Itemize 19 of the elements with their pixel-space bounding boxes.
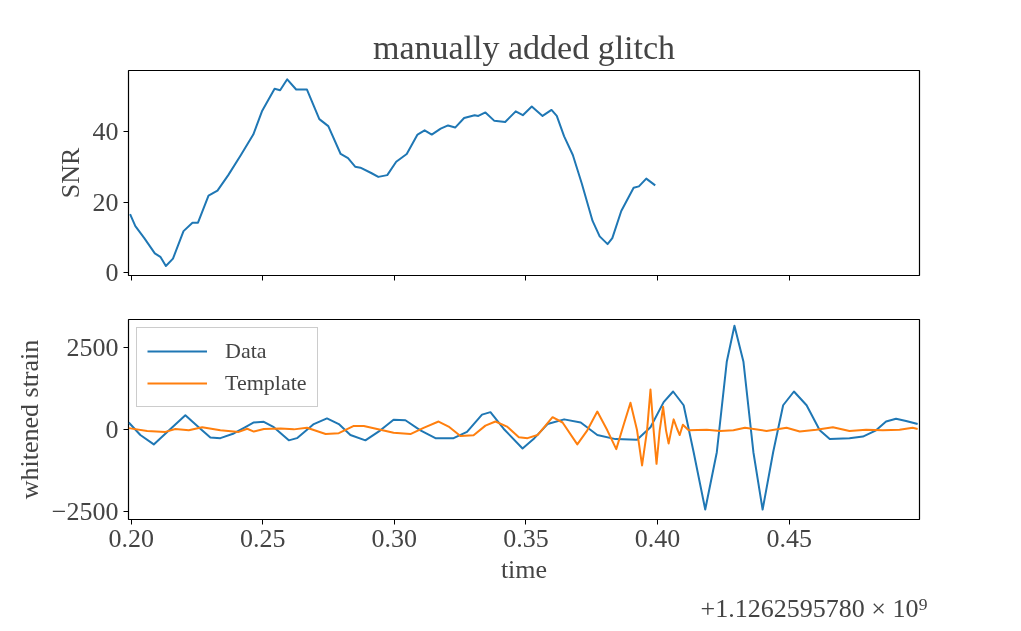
legend-label: Template: [225, 370, 307, 396]
y-tick-label: 40: [92, 117, 119, 147]
x-tick-label: 0.30: [371, 523, 418, 553]
x-tick-label: 0.45: [766, 523, 812, 553]
y-tick-label: 20: [92, 187, 119, 217]
y-tick-label: 0: [105, 415, 119, 445]
y-tick-label: 0: [105, 258, 119, 288]
x-tick-label: 0.25: [240, 523, 286, 553]
y-axis-title: SNR: [55, 147, 85, 199]
x-tick-label: 0.40: [634, 523, 681, 553]
chart-title: manually added glitch: [372, 28, 676, 66]
x-tick-label: 0.35: [503, 523, 549, 553]
y-axis-title: whitened strain: [14, 339, 44, 500]
y-tick-label: 2500: [66, 332, 119, 362]
x-axis-title: time: [500, 554, 548, 584]
legend-label: Data: [225, 338, 267, 364]
text: +1.1262595780 × 10⁹: [700, 593, 928, 623]
line-series: [128, 324, 919, 511]
line-series: [129, 78, 657, 267]
